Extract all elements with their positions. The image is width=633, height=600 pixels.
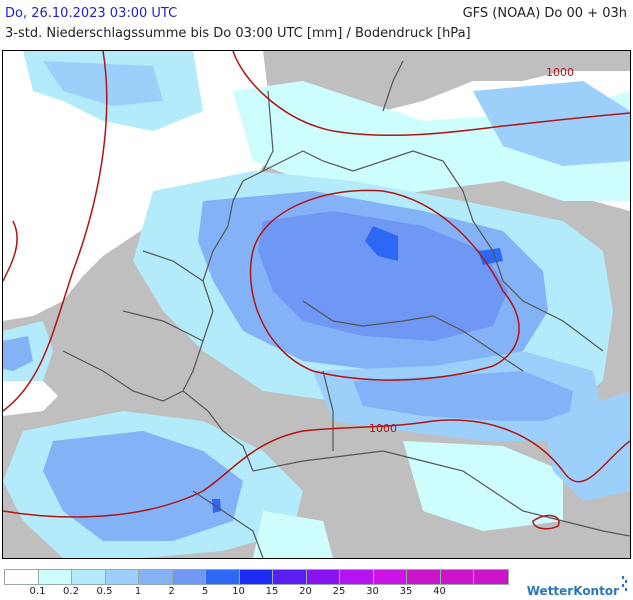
legend-tick: 1 — [134, 586, 142, 597]
legend-swatch — [105, 570, 139, 584]
legend-ticks: 0.1 0.2 0.5 1 2 5 10 15 20 25 30 35 40 — [4, 586, 504, 598]
map-subtitle: 3-std. Niederschlagssumme bis Do 03:00 U… — [5, 26, 471, 41]
legend-swatch — [340, 570, 374, 584]
legend-swatch — [440, 570, 474, 584]
wetterkontor-logo[interactable]: WetterKontor — [526, 584, 619, 598]
map-date-label: Do, 26.10.2023 03:00 UTC — [5, 6, 178, 21]
isobar-label-south: 1000 — [369, 422, 397, 435]
legend-swatch — [407, 570, 441, 584]
legend-tick: 15 — [265, 586, 279, 597]
model-run-label: GFS (NOAA) Do 00 + 03h — [462, 6, 627, 21]
legend-swatch — [206, 570, 240, 584]
legend-tick: 25 — [332, 586, 346, 597]
legend-swatch — [373, 570, 407, 584]
legend-swatch — [273, 570, 307, 584]
map-canvas: 1000 1000 — [3, 51, 630, 558]
legend-swatch — [139, 570, 173, 584]
legend-swatch — [239, 570, 273, 584]
precipitation-legend — [4, 569, 509, 585]
legend-swatch — [5, 570, 39, 584]
precipitation-overlay — [3, 51, 630, 558]
legend-tick: 0.1 — [29, 586, 46, 597]
isobar-label-north: 1000 — [546, 66, 574, 79]
legend-tick: 5 — [201, 586, 209, 597]
legend-tick: 30 — [366, 586, 379, 597]
brand-mark-icon — [622, 576, 627, 591]
legend-swatch — [72, 570, 106, 584]
legend-tick: 0.5 — [96, 586, 113, 597]
legend-tick: 2 — [168, 586, 175, 597]
legend-tick: 10 — [232, 586, 245, 597]
legend-swatch — [38, 570, 72, 584]
legend-swatch — [474, 570, 508, 584]
legend-tick: 40 — [433, 586, 446, 597]
precipitation-map: 1000 1000 — [2, 50, 631, 559]
isobars — [3, 51, 630, 530]
legend-swatch — [172, 570, 206, 584]
legend-tick: 0.2 — [63, 586, 79, 597]
legend-tick: 20 — [299, 586, 312, 597]
legend-tick: 35 — [399, 586, 413, 597]
country-borders — [62, 60, 630, 558]
legend-swatch — [306, 570, 340, 584]
